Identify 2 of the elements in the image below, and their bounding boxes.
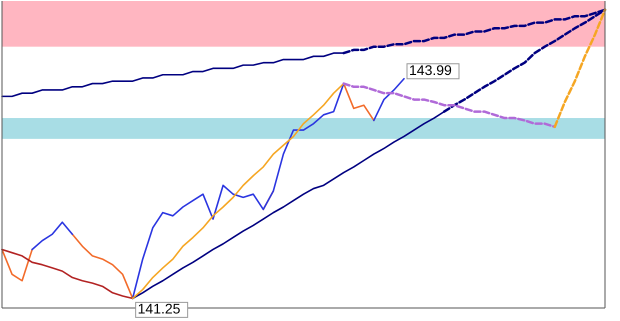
data-label: 141.25 [138, 300, 181, 316]
data-label: 143.99 [409, 62, 452, 78]
